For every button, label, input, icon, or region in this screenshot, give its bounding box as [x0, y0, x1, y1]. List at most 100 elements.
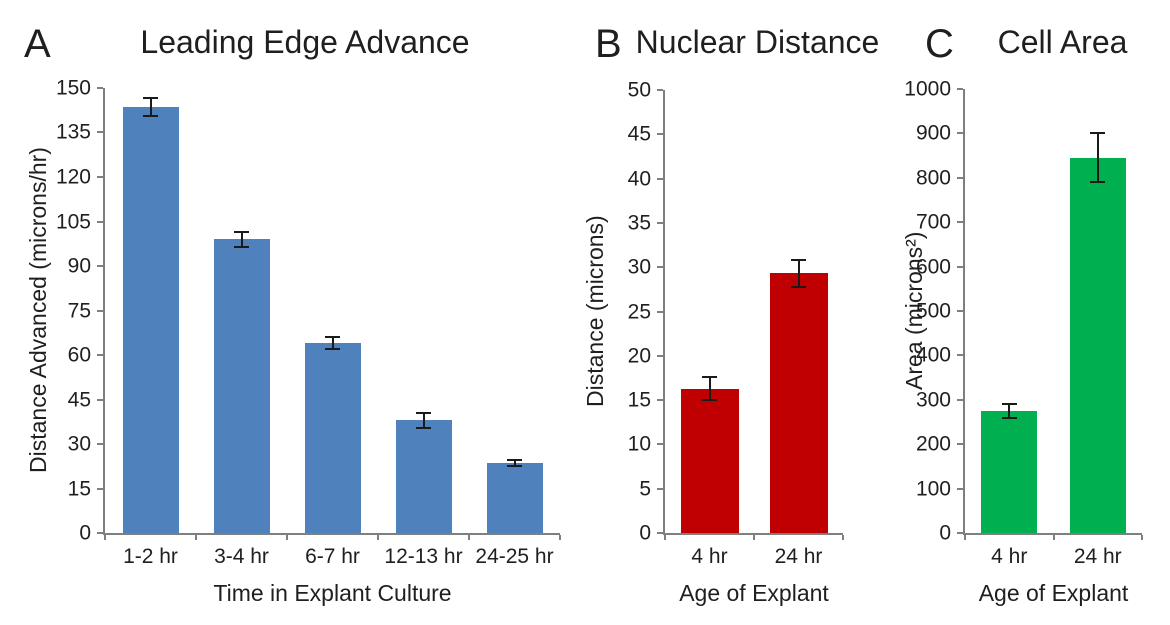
y-tick-mark: [657, 355, 663, 357]
error-bar-cap-top: [143, 97, 158, 100]
y-tick-label: 15: [67, 477, 91, 501]
error-bar-cap-bottom: [507, 465, 522, 468]
bar-6-7-hr: [304, 343, 361, 533]
error-bar: [708, 377, 711, 401]
plot-area-cell-area: 0 100 200 300 400 500 600 700 800 900 1000 4 hr 24 h…: [904, 79, 1143, 568]
y-tick-label: 60: [67, 343, 91, 367]
x-tick-mark: [664, 535, 666, 540]
y-tick-mark: [657, 443, 663, 445]
error-bar-cap-bottom: [325, 348, 340, 351]
y-tick-label: 300: [915, 388, 951, 412]
y-tick-label: 35: [627, 211, 651, 235]
y-tick-mark: [97, 176, 103, 178]
y-tick-label: 0: [79, 521, 91, 545]
panel-letter-a: A: [24, 22, 51, 66]
error-bar-cap-top: [325, 336, 340, 339]
bar-4-hr: [680, 388, 739, 533]
x-tick-mark: [195, 535, 197, 540]
error-bar-cap-top: [702, 376, 717, 379]
y-tick-label: 5: [639, 477, 651, 501]
bar-3-4-hr: [213, 239, 270, 533]
y-tick-mark: [657, 532, 663, 534]
error-bar: [1008, 403, 1011, 418]
y-tick-mark: [957, 88, 963, 90]
y-tick-mark: [957, 532, 963, 534]
y-tick-mark: [657, 311, 663, 313]
plot-area-leading-edge-advance: 0 15 30 45 60 75 90 105 120 135 150 1-2 hr 3-4 hr 6-7…: [56, 78, 561, 568]
y-tick-label: 15: [627, 388, 651, 412]
error-bar-cap-bottom: [234, 245, 249, 248]
x-category-label: 24 hr: [1073, 545, 1122, 568]
panel-cell-area: C Cell Area Area (microns²) 0 100 200 300 40…: [880, 0, 1170, 625]
y-tick-label: 30: [627, 255, 651, 279]
y-tick-mark: [97, 399, 103, 401]
error-bar: [1096, 133, 1099, 183]
bar-24-hr: [1069, 157, 1126, 533]
x-tick-mark: [1141, 535, 1143, 540]
y-tick-label: 40: [627, 167, 651, 191]
y-tick-mark: [97, 87, 103, 89]
y-tick-label: 150: [55, 76, 91, 100]
panel-leading-edge-advance: A Leading Edge Advance Distance Advanced…: [24, 22, 561, 606]
x-category-label: 4 hr: [691, 545, 728, 568]
y-tick-label: 500: [915, 299, 951, 323]
y-tick-label: 0: [639, 521, 651, 545]
y-tick-mark: [97, 221, 103, 223]
y-tick-mark: [957, 399, 963, 401]
bar-4-hr: [981, 410, 1038, 533]
error-bar-cap-bottom: [1001, 417, 1017, 419]
bar-1-2-hr: [122, 107, 179, 533]
y-tick-label: 75: [67, 299, 91, 323]
x-category-label: 24 hr: [774, 545, 823, 568]
y-tick-mark: [657, 399, 663, 401]
y-tick-label: 0: [939, 521, 951, 545]
chart-title-leading-edge-advance: Leading Edge Advance: [140, 24, 470, 60]
x-tick-mark: [559, 535, 561, 540]
y-tick-mark: [657, 133, 663, 135]
error-bar: [240, 231, 243, 247]
y-tick-label: 45: [67, 388, 91, 412]
y-tick-mark: [657, 266, 663, 268]
x-category-label: 3-4 hr: [214, 545, 269, 568]
x-tick-mark: [964, 535, 966, 540]
x-axis-label-time-in-explant-culture: Time in Explant Culture: [213, 580, 452, 606]
y-tick-label: 25: [627, 300, 651, 324]
error-bar-cap-top: [416, 411, 431, 414]
y-tick-label: 105: [55, 210, 91, 234]
x-tick-mark: [286, 535, 288, 540]
y-tick-label: 700: [915, 210, 951, 234]
y-tick-label: 800: [915, 166, 951, 190]
error-bar-cap-top: [234, 230, 249, 233]
y-tick-mark: [957, 177, 963, 179]
y-tick-mark: [657, 89, 663, 91]
y-tick-label: 30: [67, 432, 91, 456]
error-bar-cap-bottom: [143, 115, 158, 118]
y-tick-mark: [657, 488, 663, 490]
error-bar: [797, 260, 800, 287]
y-tick-mark: [957, 221, 963, 223]
x-tick-mark: [1053, 535, 1055, 540]
error-bar-cap-top: [507, 459, 522, 462]
error-bar-cap-bottom: [791, 285, 806, 288]
x-category-label: 6-7 hr: [305, 545, 360, 568]
panel-letter-c: C: [925, 22, 954, 66]
x-category-label: 1-2 hr: [123, 545, 178, 568]
y-tick-label: 200: [915, 432, 951, 456]
y-tick-label: 135: [55, 120, 91, 144]
x-category-label: 12-13 hr: [384, 545, 463, 568]
y-tick-label: 400: [915, 343, 951, 367]
y-tick-label: 900: [915, 121, 951, 145]
y-tick-mark: [957, 310, 963, 312]
y-tick-label: 120: [55, 165, 91, 189]
x-tick-mark: [377, 535, 379, 540]
x-tick-mark: [468, 535, 470, 540]
y-tick-mark: [957, 443, 963, 445]
chart-title-cell-area: Cell Area: [997, 24, 1128, 60]
error-bar-cap-bottom: [1090, 181, 1106, 184]
x-category-label: 4 hr: [991, 545, 1028, 568]
x-axis-label-age-of-explant-b: Age of Explant: [679, 580, 829, 606]
y-tick-label: 1000: [904, 77, 951, 101]
y-tick-mark: [97, 310, 103, 312]
y-tick-mark: [97, 131, 103, 133]
error-bar-cap-bottom: [416, 426, 431, 429]
